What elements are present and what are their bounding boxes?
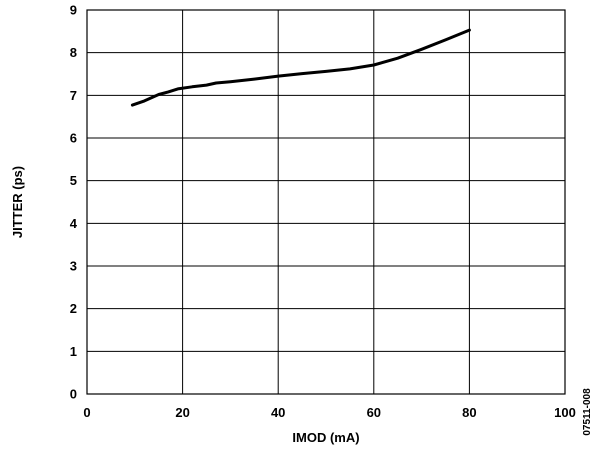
plot-frame [86, 9, 566, 395]
grid [86, 9, 566, 395]
y-tick-label-9: 9 [70, 3, 77, 18]
x-tick-labels: 0 20 40 60 80 100 [83, 405, 575, 420]
x-tick-label-100: 100 [554, 405, 576, 420]
jitter-series-line [130, 28, 471, 107]
y-tick-label-5: 5 [70, 173, 77, 188]
y-tick-label-0: 0 [70, 387, 77, 402]
x-axis-label: IMOD (mA) [292, 430, 359, 445]
y-tick-label-3: 3 [70, 259, 77, 274]
y-axis-label: JITTER (ps) [10, 166, 25, 238]
y-tick-label-7: 7 [70, 88, 77, 103]
y-tick-labels: 0 1 2 3 4 5 6 7 8 9 [70, 3, 78, 402]
figure-id-label: 07511-008 [582, 388, 593, 436]
y-tick-label-6: 6 [70, 131, 77, 146]
y-tick-label-8: 8 [70, 45, 77, 60]
x-tick-label-60: 60 [367, 405, 381, 420]
y-tick-label-2: 2 [70, 301, 77, 316]
x-tick-label-80: 80 [462, 405, 476, 420]
x-tick-label-0: 0 [83, 405, 90, 420]
y-tick-label-1: 1 [70, 344, 77, 359]
x-tick-label-20: 20 [175, 405, 189, 420]
y-tick-label-4: 4 [70, 216, 78, 231]
x-tick-label-40: 40 [271, 405, 285, 420]
